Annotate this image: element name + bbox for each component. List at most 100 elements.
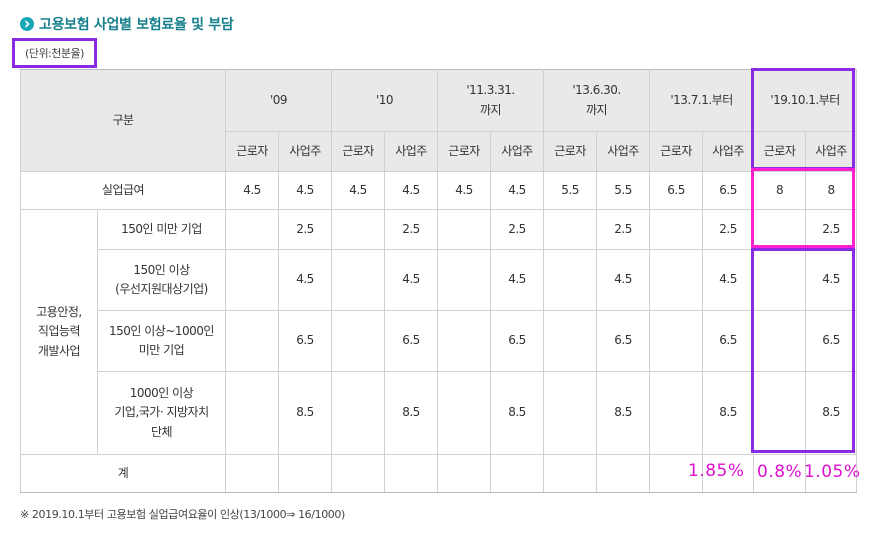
rate-cell: [543, 371, 598, 455]
sub-row-label: 150인 이상 (우선지원대상기업): [97, 249, 226, 311]
table-row: 150인 이상 (우선지원대상기업) 4.5 4.5 4.5 4.5 4.5 4…: [21, 249, 858, 311]
rate-cell: 8.5: [277, 371, 333, 455]
rate-cell: [225, 209, 279, 250]
rate-cell: [225, 371, 279, 455]
total-cell: [490, 454, 545, 493]
employer-header: 사업주: [805, 131, 858, 172]
rate-cell: [753, 209, 807, 250]
worker-header: 근로자: [225, 131, 279, 172]
unit-highlight-box: (단위:천분율): [12, 38, 97, 68]
total-cell: [753, 454, 807, 493]
rate-cell: 6.5: [596, 310, 651, 372]
rate-cell: 8.5: [596, 371, 651, 455]
footnote: ※ 2019.10.1부터 고용보험 실업급여요율이 인상(13/1000⇒ 1…: [20, 508, 345, 521]
table-row: 150인 이상~1000인 미만 기업 6.5 6.5 6.5 6.5 6.5 …: [21, 310, 858, 372]
total-label: 계: [20, 454, 226, 493]
total-cell: [437, 454, 492, 493]
rate-cell: 4.5: [596, 249, 651, 311]
total-cell: [331, 454, 386, 493]
rate-cell: 4.5: [490, 171, 545, 210]
rate-cell: 2.5: [805, 209, 858, 250]
rate-cell: [543, 209, 598, 250]
rate-cell: 8.5: [702, 371, 755, 455]
period-header: '13.6.30. 까지: [543, 69, 651, 132]
rate-cell: 6.5: [384, 310, 439, 372]
rate-cell: [437, 209, 492, 250]
worker-header: 근로자: [331, 131, 386, 172]
rate-cell: 2.5: [490, 209, 545, 250]
rate-cell: 8: [805, 171, 858, 210]
rate-cell: 2.5: [702, 209, 755, 250]
table-row: 계: [20, 454, 858, 493]
total-cell: [225, 454, 279, 493]
period-header: '13.7.1.부터: [649, 69, 755, 132]
total-cell: [384, 454, 439, 493]
rate-cell: 6.5: [702, 310, 755, 372]
rate-cell: 8.5: [805, 371, 858, 455]
rate-cell: 4.5: [331, 171, 386, 210]
rate-cell: 8.5: [490, 371, 545, 455]
handwritten-annotation: 0.8%: [757, 462, 803, 482]
rate-cell: 5.5: [596, 171, 651, 210]
handwritten-annotation: 1.05%: [804, 462, 861, 482]
rate-cell: [331, 249, 386, 311]
rate-cell: 8.5: [384, 371, 439, 455]
worker-header: 근로자: [753, 131, 807, 172]
row-label: 실업급여: [20, 171, 226, 210]
total-cell: [702, 454, 755, 493]
period-header: '10: [331, 69, 439, 132]
period-header: '19.10.1.부터: [753, 69, 858, 132]
rate-cell: 4.5: [277, 249, 333, 311]
rate-cell: 4.5: [277, 171, 333, 210]
rate-cell: [753, 249, 807, 311]
worker-header: 근로자: [437, 131, 492, 172]
rate-cell: [225, 310, 279, 372]
rate-cell: [437, 310, 492, 372]
rate-cell: 4.5: [384, 171, 439, 210]
employer-header: 사업주: [277, 131, 333, 172]
insurance-rate-table: 구분 '09 '10 '11.3.31. 까지 '13.6.30. 까지 '13…: [20, 69, 858, 493]
rate-cell: 6.5: [702, 171, 755, 210]
rate-cell: 4.5: [437, 171, 492, 210]
total-cell: [805, 454, 858, 493]
table-row: 실업급여 4.5 4.5 4.5 4.5 4.5 4.5 5.5 5.5 6.5…: [20, 171, 858, 210]
rate-cell: 6.5: [805, 310, 858, 372]
table-row: 1000인 이상 기업,국가· 지방자치 단체 8.5 8.5 8.5 8.5 …: [21, 371, 858, 455]
rate-cell: [543, 249, 598, 311]
rate-cell: 6.5: [649, 171, 704, 210]
sub-row-label: 150인 이상~1000인 미만 기업: [97, 310, 226, 372]
section-header: 고용보험 사업별 보험료율 및 부담: [20, 14, 234, 34]
rate-cell: [649, 209, 704, 250]
unit-label: (단위:천분율): [25, 47, 84, 60]
page-title: 고용보험 사업별 보험료율 및 부담: [39, 17, 234, 33]
rate-cell: [753, 310, 807, 372]
rate-cell: [543, 310, 598, 372]
total-cell: [277, 454, 333, 493]
total-cell: [649, 454, 704, 493]
rate-cell: [331, 209, 386, 250]
total-cell: [596, 454, 651, 493]
rate-cell: [649, 371, 704, 455]
rate-cell: 4.5: [490, 249, 545, 311]
rate-cell: 2.5: [596, 209, 651, 250]
table-row: 고용안정, 직업능력 개발사업 150인 미만 기업 2.5 2.5 2.5 2…: [20, 209, 858, 455]
chevron-right-circle-icon: [20, 17, 34, 31]
rate-cell: [331, 371, 386, 455]
employer-header: 사업주: [596, 131, 651, 172]
rate-cell: [225, 249, 279, 311]
total-cell: [543, 454, 598, 493]
rate-cell: [331, 310, 386, 372]
handwritten-annotation: 1.85%: [688, 461, 745, 481]
employer-header: 사업주: [490, 131, 545, 172]
rate-cell: 5.5: [543, 171, 598, 210]
rate-cell: 2.5: [277, 209, 333, 250]
rate-cell: 6.5: [277, 310, 333, 372]
sub-row-label: 1000인 이상 기업,국가· 지방자치 단체: [97, 371, 226, 455]
period-header: '11.3.31. 까지: [437, 69, 545, 132]
rate-cell: [437, 371, 492, 455]
rate-cell: 2.5: [384, 209, 439, 250]
rate-cell: 4.5: [225, 171, 279, 210]
rate-cell: [753, 371, 807, 455]
group-label: 고용안정, 직업능력 개발사업: [20, 209, 98, 455]
rate-cell: [649, 310, 704, 372]
